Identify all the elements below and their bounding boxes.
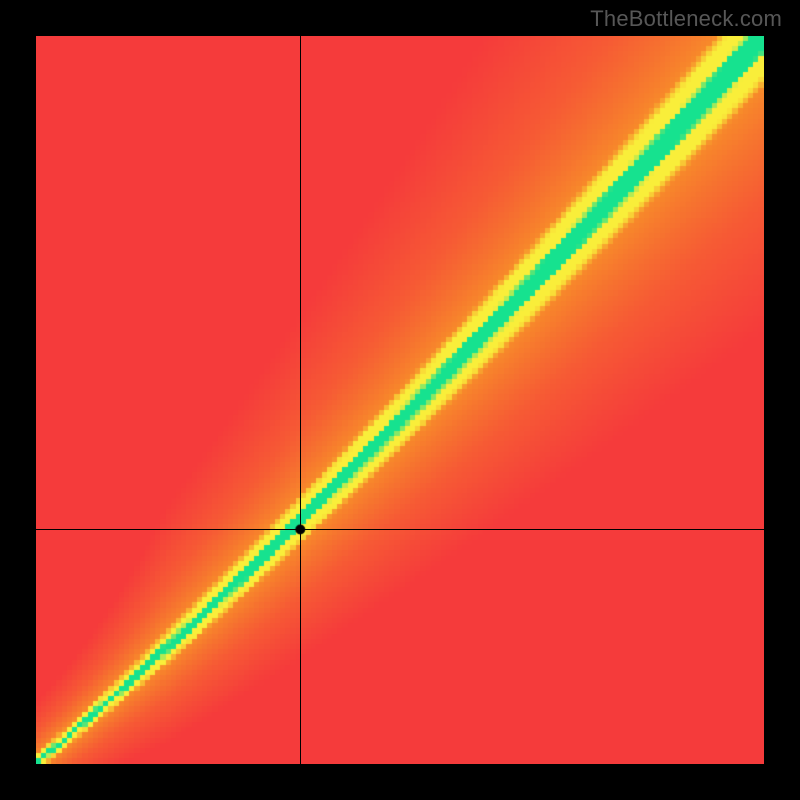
watermark-text: TheBottleneck.com — [590, 6, 782, 32]
chart-container: TheBottleneck.com — [0, 0, 800, 800]
marker-canvas — [36, 36, 764, 764]
